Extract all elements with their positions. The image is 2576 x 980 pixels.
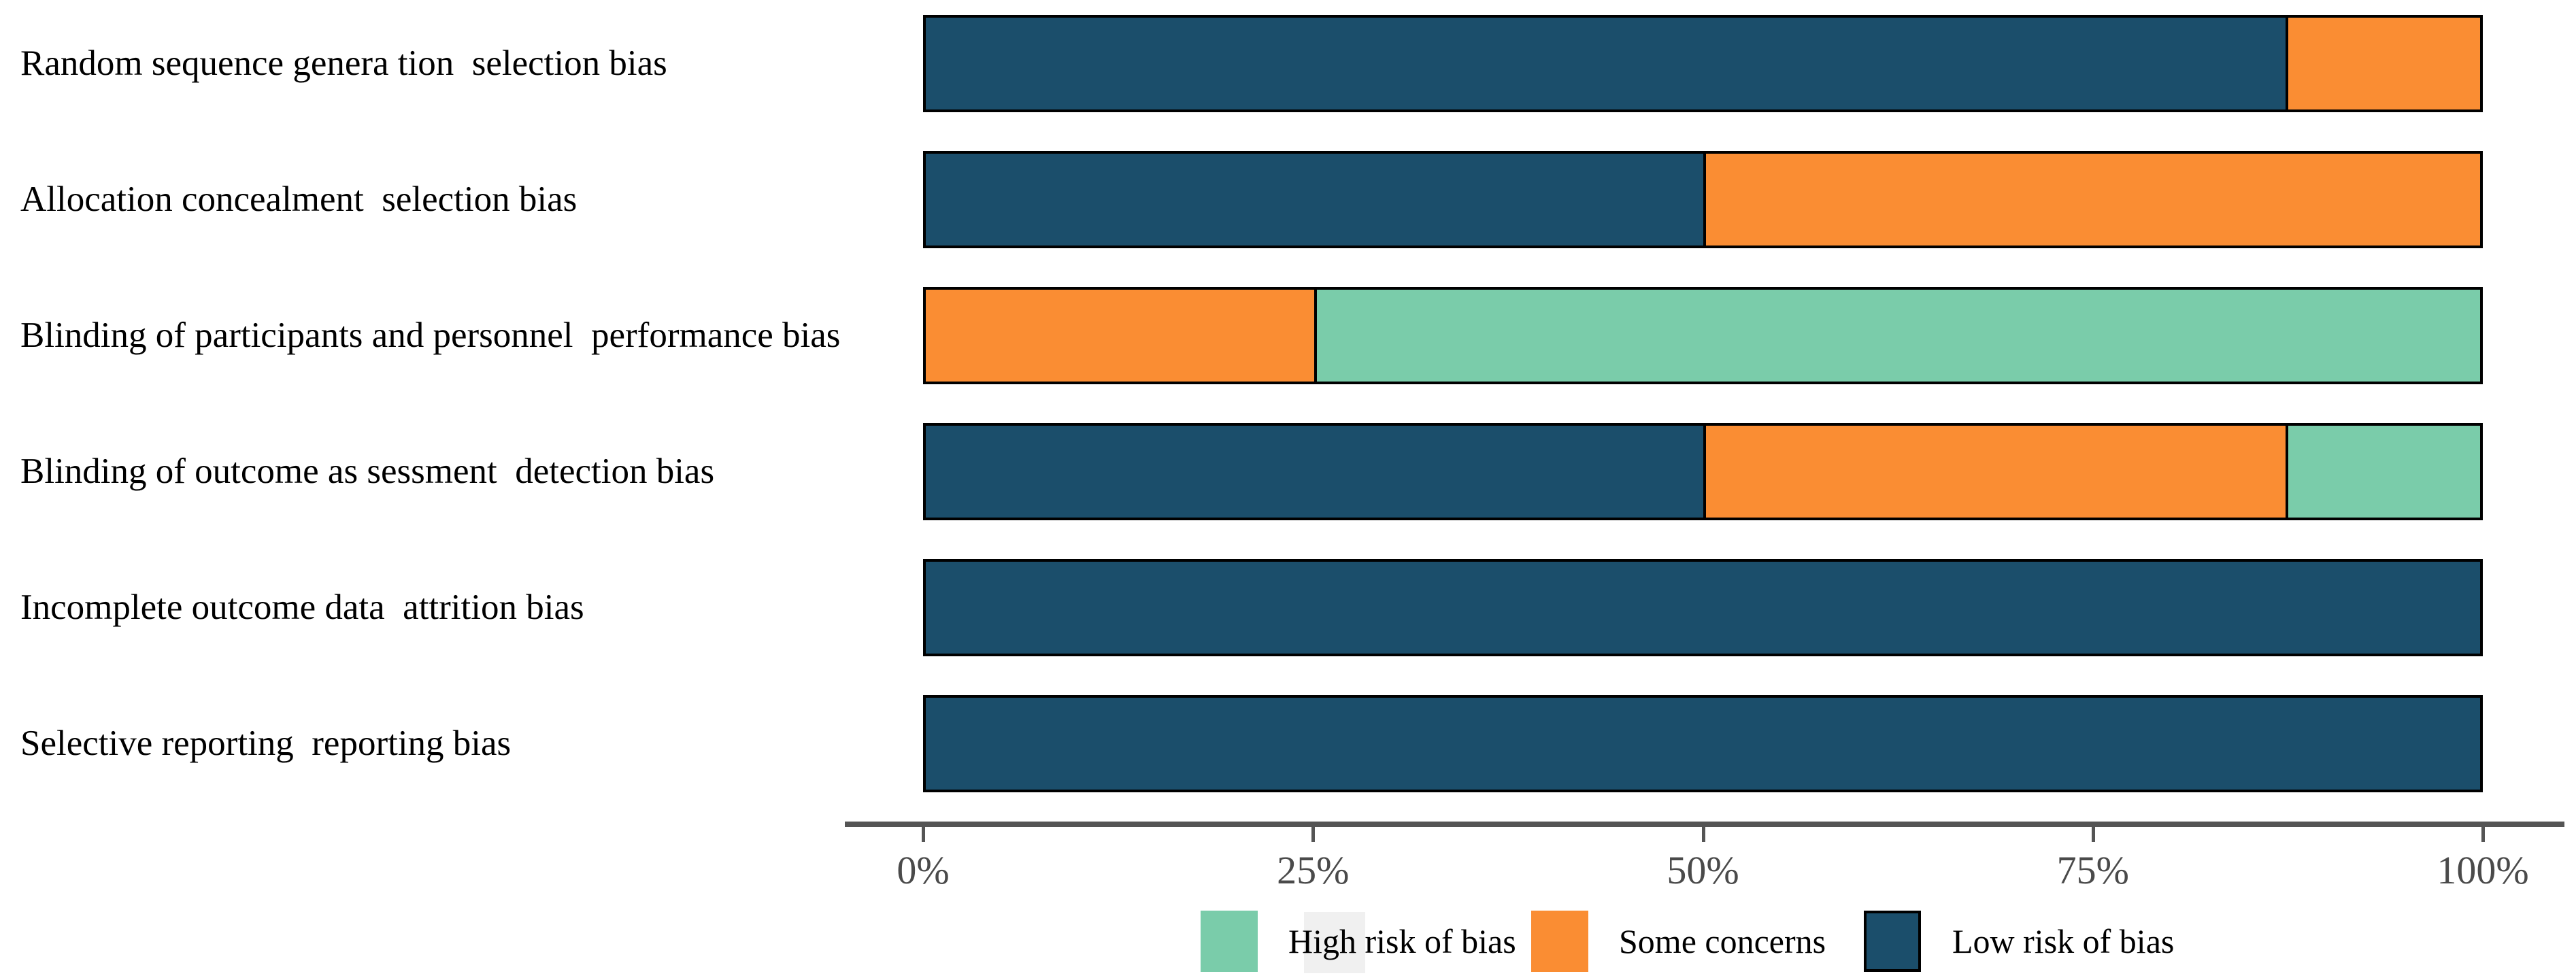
bar-row (923, 151, 2483, 248)
x-axis-tick-label: 100% (2437, 848, 2529, 892)
x-axis-tick (2481, 827, 2485, 842)
bar-row (923, 287, 2483, 384)
bar-segment-low (926, 18, 2286, 109)
bar-segment-low (926, 562, 2480, 654)
legend-swatch-high (1201, 911, 1258, 972)
x-axis-tick (1701, 827, 1705, 842)
bar-row (923, 15, 2483, 112)
bar-row (923, 423, 2483, 520)
bar-segment-low (926, 698, 2480, 790)
bar-segment-low (926, 154, 1703, 246)
x-axis-tick-label: 25% (1277, 848, 1350, 892)
bar-segment-low (926, 426, 1703, 518)
bar-segment-some (2286, 18, 2480, 109)
legend-swatch-low (1864, 911, 1921, 972)
legend-key-background (1304, 912, 1365, 973)
x-axis-tick (2091, 827, 2095, 842)
legend-swatch-some (1531, 911, 1588, 972)
category-label: Blinding of outcome as sessment detectio… (20, 452, 715, 492)
x-axis-tick-label: 75% (2056, 848, 2129, 892)
category-label: Random sequence genera tion selection bi… (20, 44, 667, 84)
legend-label: Some concerns (1619, 922, 1826, 960)
category-label: Allocation concealment selection bias (20, 180, 578, 220)
category-label: Incomplete outcome data attrition bias (20, 588, 584, 628)
legend-label: Low risk of bias (1952, 922, 2175, 960)
x-axis-tick (922, 827, 925, 842)
bar-row (923, 695, 2483, 792)
bar-segment-some (926, 290, 1315, 382)
bar-segment-high (1314, 290, 2480, 382)
bar-row (923, 559, 2483, 656)
bar-segment-some (1703, 426, 2286, 518)
bar-segment-high (2286, 426, 2480, 518)
x-axis-tick-label: 0% (897, 848, 950, 892)
category-label: Selective reporting reporting bias (20, 724, 512, 764)
legend-label: High risk of bias (1288, 922, 1516, 960)
category-label: Blinding of participants and personnel p… (20, 316, 841, 356)
x-axis-tick-label: 50% (1667, 848, 1739, 892)
x-axis-line (845, 822, 2564, 827)
x-axis-tick (1311, 827, 1316, 842)
bar-segment-some (1703, 154, 2480, 246)
